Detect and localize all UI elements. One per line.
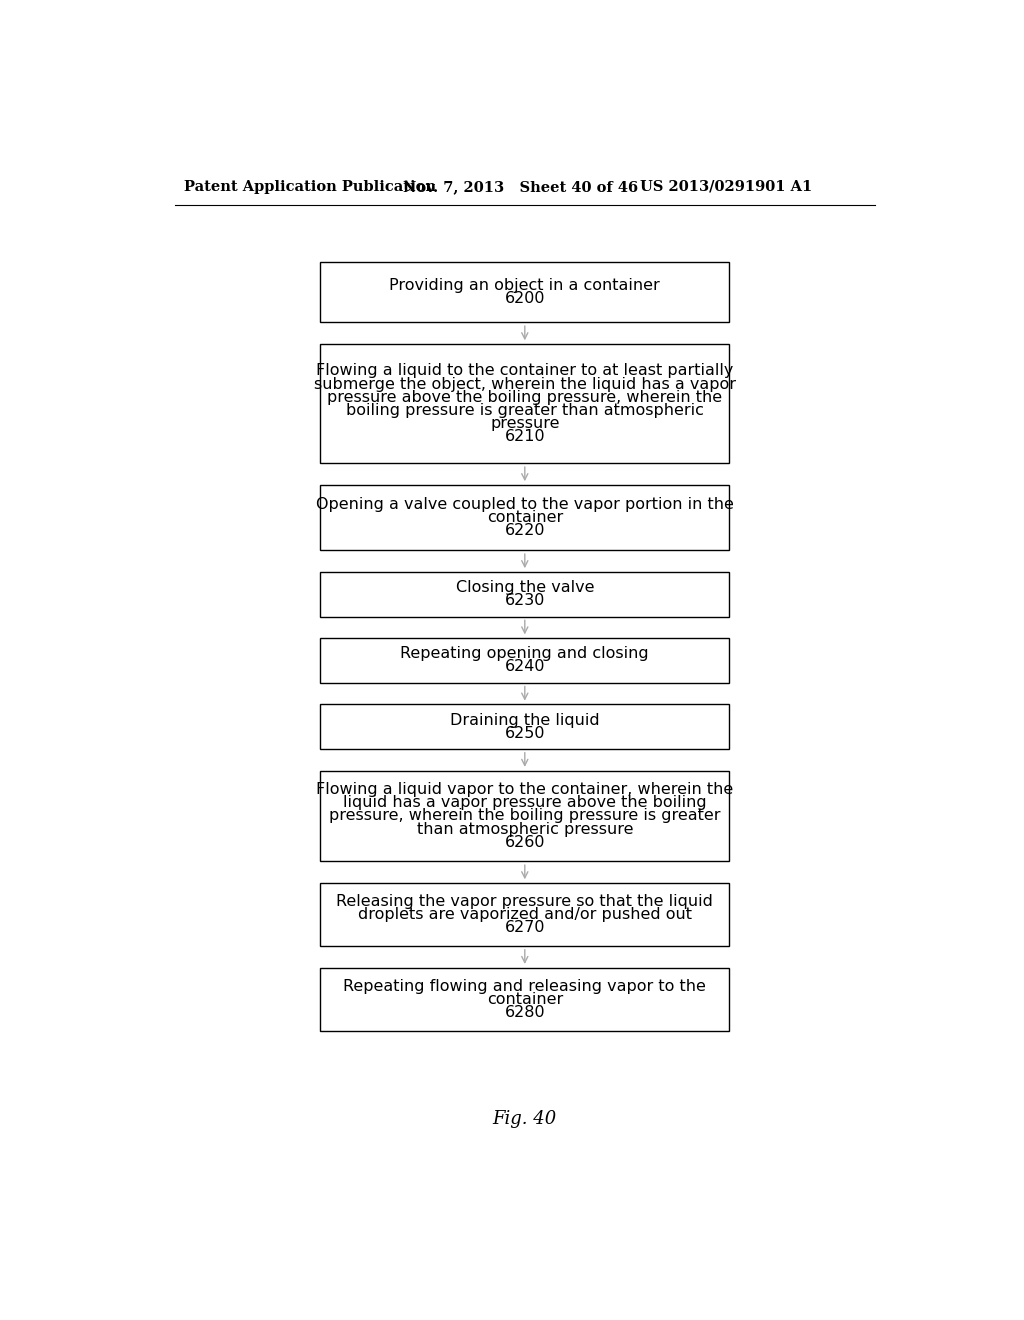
- Text: Repeating flowing and releasing vapor to the: Repeating flowing and releasing vapor to…: [343, 978, 707, 994]
- Bar: [321, 484, 729, 550]
- Text: 6210: 6210: [505, 429, 545, 444]
- Text: 6280: 6280: [505, 1005, 545, 1020]
- Text: 6240: 6240: [505, 660, 545, 675]
- Text: 6260: 6260: [505, 834, 545, 850]
- Text: 6270: 6270: [505, 920, 545, 935]
- Text: Patent Application Publication: Patent Application Publication: [183, 180, 436, 194]
- Bar: [321, 345, 729, 463]
- Bar: [321, 263, 729, 322]
- Bar: [321, 771, 729, 862]
- Bar: [321, 883, 729, 946]
- Text: Draining the liquid: Draining the liquid: [450, 713, 600, 727]
- Text: boiling pressure is greater than atmospheric: boiling pressure is greater than atmosph…: [346, 403, 703, 417]
- Text: Closing the valve: Closing the valve: [456, 581, 594, 595]
- Text: pressure above the boiling pressure, wherein the: pressure above the boiling pressure, whe…: [328, 389, 722, 405]
- Text: container: container: [486, 510, 563, 525]
- Text: Opening a valve coupled to the vapor portion in the: Opening a valve coupled to the vapor por…: [315, 498, 734, 512]
- Text: Repeating opening and closing: Repeating opening and closing: [400, 647, 649, 661]
- Text: 6220: 6220: [505, 523, 545, 539]
- Bar: [321, 968, 729, 1031]
- Text: Releasing the vapor pressure so that the liquid: Releasing the vapor pressure so that the…: [336, 894, 714, 909]
- Text: droplets are vaporized and/or pushed out: droplets are vaporized and/or pushed out: [357, 907, 692, 923]
- Text: Nov. 7, 2013   Sheet 40 of 46: Nov. 7, 2013 Sheet 40 of 46: [403, 180, 638, 194]
- Bar: [321, 572, 729, 616]
- Text: liquid has a vapor pressure above the boiling: liquid has a vapor pressure above the bo…: [343, 796, 707, 810]
- Text: pressure: pressure: [490, 416, 559, 430]
- Text: submerge the object, wherein the liquid has a vapor: submerge the object, wherein the liquid …: [313, 376, 736, 392]
- Bar: [321, 705, 729, 748]
- Text: Flowing a liquid to the container to at least partially: Flowing a liquid to the container to at …: [316, 363, 733, 379]
- Text: Fig. 40: Fig. 40: [493, 1110, 557, 1129]
- Text: container: container: [486, 991, 563, 1007]
- Text: US 2013/0291901 A1: US 2013/0291901 A1: [640, 180, 812, 194]
- Text: 6200: 6200: [505, 292, 545, 306]
- Text: Flowing a liquid vapor to the container, wherein the: Flowing a liquid vapor to the container,…: [316, 783, 733, 797]
- Text: Providing an object in a container: Providing an object in a container: [389, 279, 660, 293]
- Text: 6230: 6230: [505, 593, 545, 609]
- Bar: [321, 638, 729, 682]
- Text: than atmospheric pressure: than atmospheric pressure: [417, 821, 633, 837]
- Text: 6250: 6250: [505, 726, 545, 741]
- Text: pressure, wherein the boiling pressure is greater: pressure, wherein the boiling pressure i…: [329, 808, 721, 824]
